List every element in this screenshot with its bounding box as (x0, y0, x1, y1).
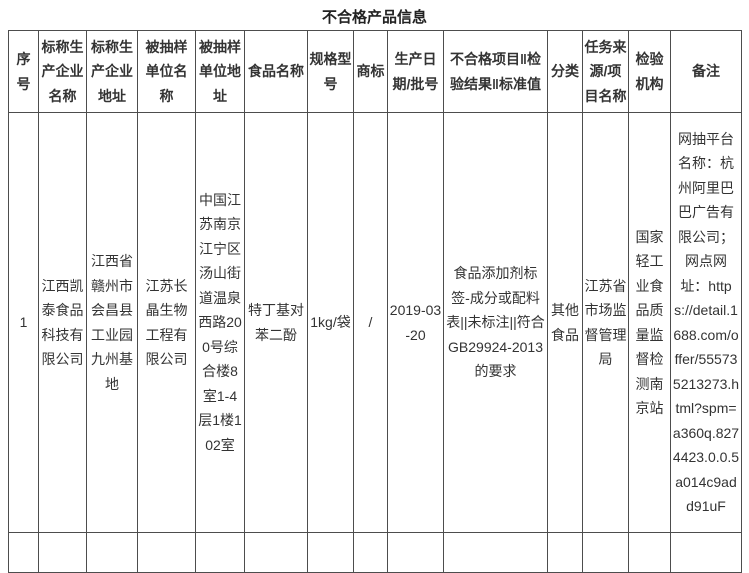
table-row: 1 江西凯泰食品科技有限公司 江西省赣州市会昌县工业园九州基地 江苏长晶生物工程… (8, 112, 742, 533)
empty-cell (582, 532, 629, 573)
empty-cell (443, 532, 548, 573)
empty-cell (387, 532, 444, 573)
cell-category: 其他食品 (547, 112, 583, 533)
col-header-seq: 序号 (8, 30, 39, 113)
empty-cell (8, 532, 39, 573)
table-header-row: 序号 标称生产企业名称 标称生产企业地址 被抽样单位名称 被抽样单位地址 食品名… (8, 30, 742, 113)
cell-inspection-agency: 国家轻工业食品质量监督检测南京站 (628, 112, 671, 533)
col-header-sampled-unit-name: 被抽样单位名称 (137, 30, 196, 113)
empty-cell (244, 532, 308, 573)
cell-task-source-project: 江苏省市场监督管理局 (582, 112, 629, 533)
empty-cell (307, 532, 354, 573)
col-header-task-source-project: 任务来源/项目名称 (582, 30, 629, 113)
col-header-labeled-producer-address: 标称生产企业地址 (86, 30, 138, 113)
col-header-inspection-agency: 检验机构 (628, 30, 671, 113)
col-header-trademark: 商标 (353, 30, 388, 113)
cell-seq: 1 (8, 112, 39, 533)
table-row-clipped (8, 532, 742, 573)
col-header-sampled-unit-address: 被抽样单位地址 (195, 30, 245, 113)
cell-sampled-unit-name: 江苏长晶生物工程有限公司 (137, 112, 196, 533)
empty-cell (195, 532, 245, 573)
empty-cell (547, 532, 583, 573)
empty-cell (137, 532, 196, 573)
col-header-labeled-producer-name: 标称生产企业名称 (38, 30, 87, 113)
cell-spec-model: 1kg/袋 (307, 112, 354, 533)
empty-cell (670, 532, 742, 573)
col-header-failed-item-result-standard: 不合格项目‖检验结果‖标准值 (443, 30, 548, 113)
cell-sampled-unit-address: 中国江苏南京江宁区汤山街道温泉西路200号综合楼8室1-4层1楼102室 (195, 112, 245, 533)
empty-cell (86, 532, 138, 573)
col-header-remark: 备注 (670, 30, 742, 113)
cell-labeled-producer-address: 江西省赣州市会昌县工业园九州基地 (86, 112, 138, 533)
cell-failed-item-result-standard: 食品添加剂标签-成分或配料表||未标注||符合GB29924-2013的要求 (443, 112, 548, 533)
cell-remark: 网抽平台名称：杭州阿里巴巴广告有限公司； 网点网址：https://detail… (670, 112, 742, 533)
col-header-spec-model: 规格型号 (307, 30, 354, 113)
col-header-category: 分类 (547, 30, 583, 113)
empty-cell (38, 532, 87, 573)
page-title: 不合格产品信息 (321, 8, 427, 26)
cell-labeled-producer-name: 江西凯泰食品科技有限公司 (38, 112, 87, 533)
cell-trademark: / (353, 112, 388, 533)
unqualified-products-table: 序号 标称生产企业名称 标称生产企业地址 被抽样单位名称 被抽样单位地址 食品名… (8, 30, 742, 573)
col-header-production-date-batch: 生产日期/批号 (387, 30, 444, 113)
empty-cell (628, 532, 671, 573)
empty-cell (353, 532, 388, 573)
cell-production-date-batch: 2019-03-20 (387, 112, 444, 533)
col-header-food-name: 食品名称 (244, 30, 308, 113)
cell-food-name: 特丁基对苯二酚 (244, 112, 308, 533)
